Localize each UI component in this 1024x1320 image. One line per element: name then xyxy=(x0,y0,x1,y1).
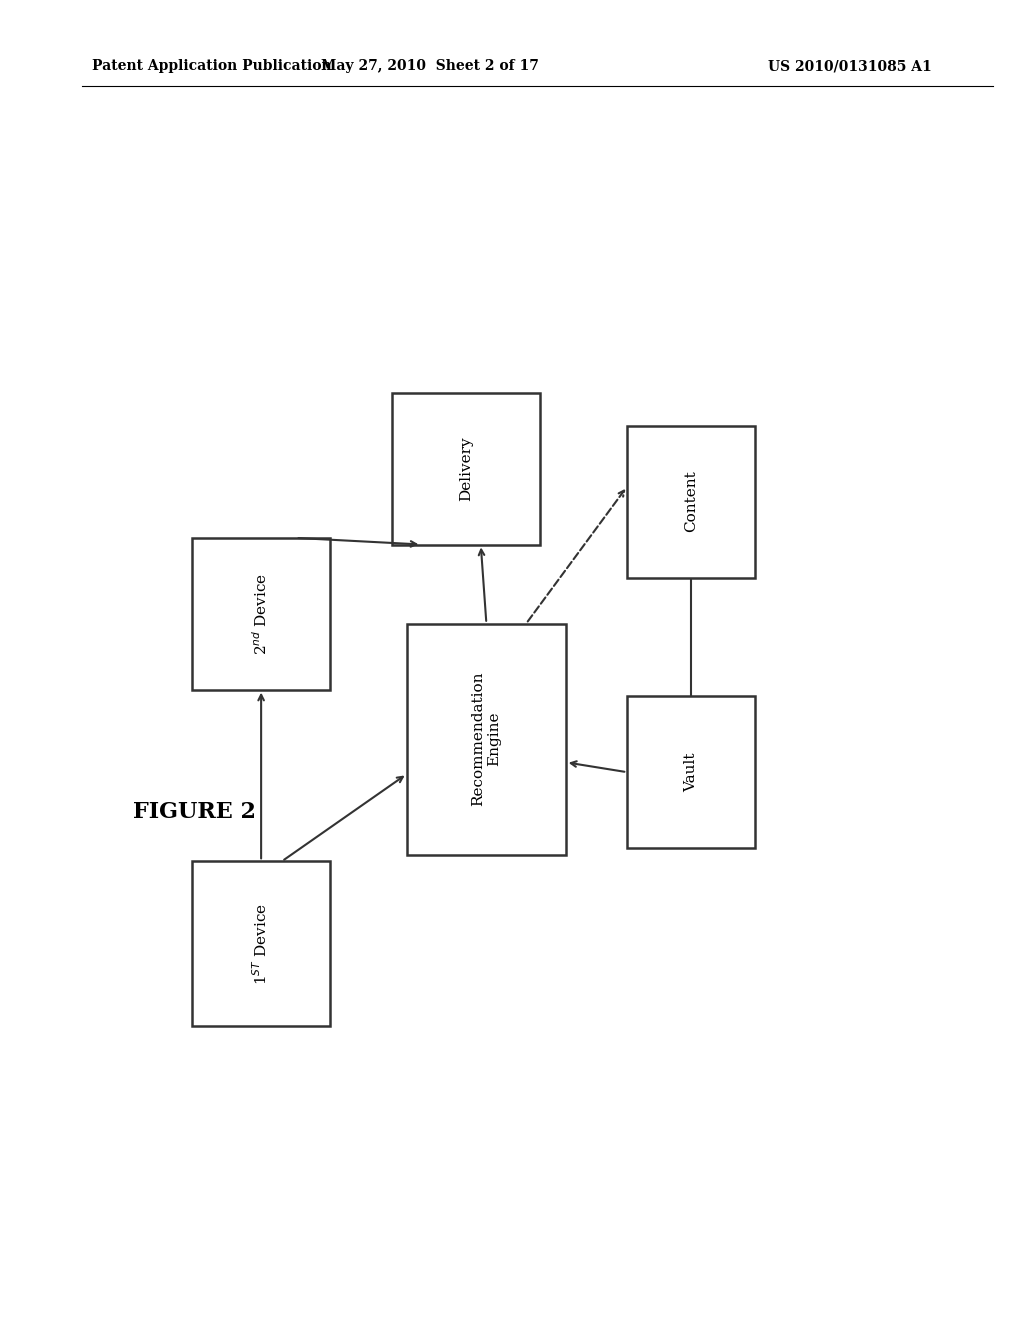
FancyBboxPatch shape xyxy=(627,697,756,849)
FancyBboxPatch shape xyxy=(407,623,565,855)
Text: 1$^{ST}$ Device: 1$^{ST}$ Device xyxy=(252,903,270,985)
FancyBboxPatch shape xyxy=(193,862,330,1027)
Text: Patent Application Publication: Patent Application Publication xyxy=(92,59,332,74)
Text: Vault: Vault xyxy=(684,752,698,792)
Text: May 27, 2010  Sheet 2 of 17: May 27, 2010 Sheet 2 of 17 xyxy=(322,59,539,74)
Text: FIGURE 2: FIGURE 2 xyxy=(133,801,256,822)
Text: 2$^{nd}$ Device: 2$^{nd}$ Device xyxy=(252,573,270,655)
FancyBboxPatch shape xyxy=(391,393,541,544)
Text: Content: Content xyxy=(684,471,698,532)
Text: Delivery: Delivery xyxy=(459,437,473,500)
FancyBboxPatch shape xyxy=(193,539,330,689)
FancyBboxPatch shape xyxy=(627,425,756,578)
Text: Recommendation
Engine: Recommendation Engine xyxy=(471,672,502,807)
Text: US 2010/0131085 A1: US 2010/0131085 A1 xyxy=(768,59,932,74)
